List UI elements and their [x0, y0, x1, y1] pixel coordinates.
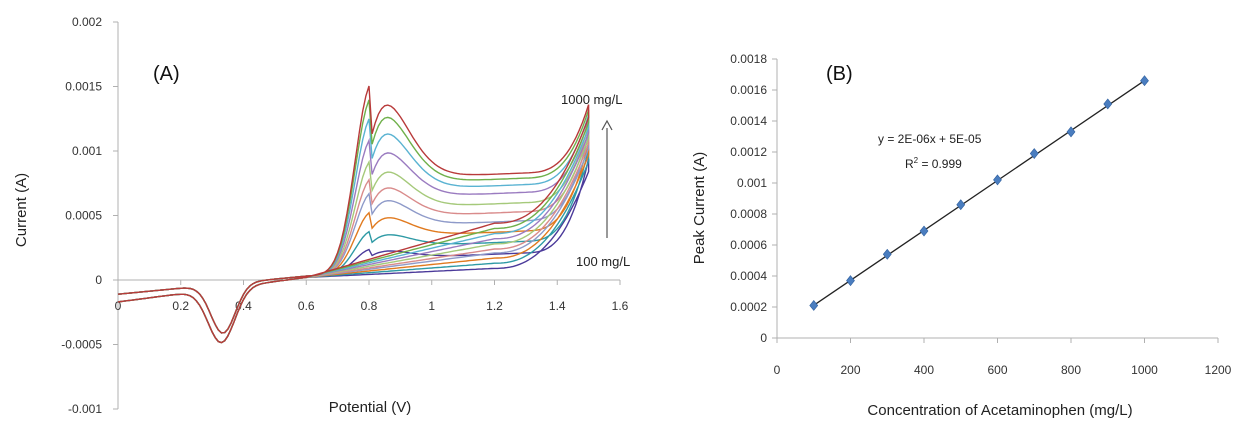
r-squared: R2 = 0.999: [905, 156, 962, 171]
cal-y-tick-label: 0.001: [737, 176, 767, 190]
cal-y-tick-label: 0.0006: [730, 238, 767, 252]
cal-y-tick-label: 0: [760, 331, 767, 345]
cal-x-tick-label: 0: [774, 363, 781, 377]
cal-x-tick-label: 1000: [1131, 363, 1158, 377]
data-point: [809, 299, 819, 311]
annotation-bottom: 100 mg/L: [576, 254, 630, 269]
cv-x-tick-label: 0.6: [298, 299, 315, 313]
cv-x-tick-label: 1.6: [612, 299, 629, 313]
cal-y-tick-label: 0.0018: [730, 52, 767, 66]
r-squared-value: = 0.999: [918, 157, 962, 171]
data-points: [809, 75, 1149, 311]
data-point: [846, 275, 855, 287]
trend-equation: y = 2E-06x + 5E-05: [878, 132, 982, 146]
cv-x-tick-label: 1: [428, 299, 435, 313]
cv-y-tick-label: 0.001: [72, 144, 102, 158]
cal-x-ticks: 0 200 400 600 800 1000 1200: [774, 338, 1232, 377]
cv-y-tick-label: -0.001: [68, 402, 102, 416]
data-point: [1103, 98, 1113, 110]
cal-y-axis-label: Peak Current (A): [691, 152, 708, 265]
cv-y-ticks: -0.001 -0.0005 0 0.0005 0.001 0.0015 0.002: [61, 15, 118, 416]
cv-chart: -0.001 -0.0005 0 0.0005 0.001 0.0015 0.002 0 0.…: [13, 15, 630, 416]
cv-x-axis-label: Potential (V): [329, 399, 412, 416]
cal-x-tick-label: 800: [1061, 363, 1081, 377]
cv-y-tick-label: -0.0005: [61, 338, 102, 352]
cv-y-tick-label: 0: [95, 273, 102, 287]
cv-x-tick-label: 1.2: [486, 299, 503, 313]
cv-x-tick-label: 0.2: [172, 299, 189, 313]
cv-y-axis-label: Current (A): [13, 173, 30, 247]
data-point: [882, 248, 892, 260]
data-point: [1140, 75, 1149, 87]
cal-y-tick-label: 0.0004: [730, 269, 767, 283]
cal-x-tick-label: 1200: [1205, 363, 1232, 377]
annotation-top: 1000 mg/L: [561, 92, 622, 107]
data-point: [1029, 148, 1039, 160]
cal-x-axis-label: Concentration of Acetaminophen (mg/L): [867, 402, 1132, 419]
cal-x-tick-label: 200: [840, 363, 860, 377]
cal-y-tick-label: 0.0016: [730, 83, 767, 97]
r-squared-prefix: R: [905, 157, 914, 171]
cv-y-tick-label: 0.0005: [65, 209, 102, 223]
data-point: [956, 199, 966, 211]
cal-y-tick-label: 0.0008: [730, 207, 767, 221]
cal-x-tick-label: 400: [914, 363, 934, 377]
cv-curves: [117, 85, 590, 344]
cal-y-ticks: 0 0.0002 0.0004 0.0006 0.0008 0.001 0.0012 0.00…: [730, 52, 777, 345]
cv-y-tick-label: 0.002: [72, 15, 102, 29]
cal-y-tick-label: 0.0002: [730, 300, 767, 314]
cv-y-tick-label: 0.0015: [65, 80, 102, 94]
data-point: [919, 225, 929, 237]
calibration-chart: 0 0.0002 0.0004 0.0006 0.0008 0.001 0.0012 0.00…: [691, 52, 1232, 419]
cal-y-tick-label: 0.0014: [730, 114, 767, 128]
trendline: [813, 80, 1145, 306]
cv-x-tick-label: 1.4: [549, 299, 566, 313]
concentration-arrow-head: [601, 119, 613, 131]
panel-label-b: (B): [826, 63, 853, 85]
r-squared-sup: 2: [914, 156, 919, 165]
cv-x-tick-label: 0.8: [361, 299, 378, 313]
data-point: [993, 174, 1002, 186]
cal-y-tick-label: 0.0012: [730, 145, 767, 159]
data-point: [1066, 126, 1076, 138]
cv-x-tick-label: 0: [115, 299, 122, 313]
cv-x-ticks: 0 0.2 0.4 0.6 0.8 1 1.2 1.4 1.6: [115, 280, 629, 313]
cal-x-tick-label: 600: [987, 363, 1007, 377]
cv-curve-1000: [117, 85, 590, 344]
panel-label-a: (A): [153, 63, 180, 85]
